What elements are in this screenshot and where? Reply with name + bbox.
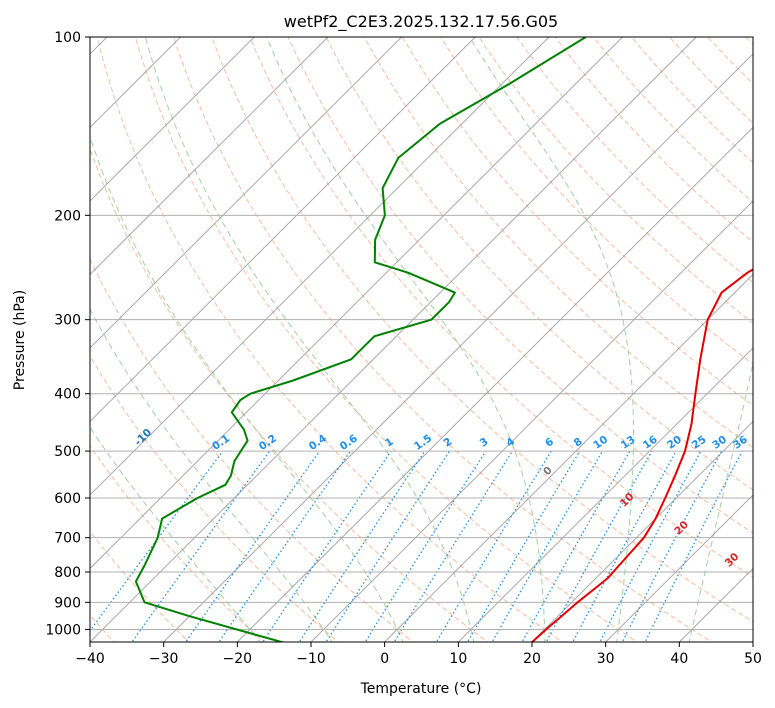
mixing-ratio-line [218, 450, 352, 642]
y-tick-label: 800 [54, 565, 81, 581]
isotherm-line [163, 53, 753, 642]
horizontal-grid [90, 37, 753, 630]
mixing-ratio-line [364, 450, 487, 642]
mixing-ratio-line [325, 450, 451, 642]
mixing-ratio-line [90, 450, 224, 632]
series-layer [134, 37, 753, 642]
isotherm-line [90, 37, 402, 349]
isotherm-line [90, 37, 476, 423]
chart-title: wetPf2_C2E3.2025.132.17.56.G05 [284, 12, 558, 32]
isotherm-line [605, 494, 753, 642]
dry-adiabat-line [554, 37, 753, 243]
isotherm-line [90, 37, 255, 202]
moist-adiabat-label: 40 [771, 585, 775, 604]
mixing-ratio-line [621, 450, 722, 642]
y-tick-label: 700 [54, 531, 81, 547]
mixing-ratio-line [262, 450, 392, 642]
dry-adiabat-line [90, 258, 414, 642]
y-tick-label: 1000 [45, 622, 81, 638]
dry-adiabat-line [211, 37, 753, 623]
isotherm-line [90, 37, 623, 570]
x-tick-label: 10 [449, 651, 467, 667]
isotherm-line [384, 273, 753, 642]
dry-adiabat-line [478, 37, 753, 324]
x-tick-label: −10 [296, 651, 326, 667]
mixing-ratio-line [393, 450, 513, 642]
y-tick-label: 600 [54, 491, 81, 507]
mixing-ratio-line [491, 450, 604, 642]
dry-adiabat-line [325, 37, 753, 491]
mixing-ratio-line [185, 450, 321, 642]
mixing-ratio-line [599, 450, 702, 642]
dry-adiabat-line [363, 37, 753, 448]
dry-adiabat-line [90, 147, 489, 642]
x-tick-label: 40 [670, 651, 688, 667]
isotherm-line [90, 37, 697, 642]
isotherm-line [310, 200, 753, 642]
y-tick-label: 400 [54, 387, 81, 403]
dry-adiabat-line [96, 37, 564, 642]
isotherm-line [752, 641, 753, 642]
x-tick-label: 30 [597, 651, 615, 667]
y-axis: 100 200 300 400 500 600 700 800 900 1000 [45, 30, 90, 638]
x-tick-label: 0 [380, 651, 389, 667]
dry-adiabat-line [630, 37, 753, 164]
x-tick-label: 20 [523, 651, 541, 667]
dry-adiabat-line [287, 37, 753, 534]
x-tick-label: −40 [75, 651, 105, 667]
mixing-ratio-line [298, 450, 426, 642]
dry-adiabat-line [173, 37, 713, 642]
dry-adiabat-line [90, 531, 190, 642]
x-tick-label: 50 [744, 651, 762, 667]
mixing-ratio-line [644, 450, 743, 642]
x-axis: −40 −30 −20 −10 0 10 20 30 40 50 [75, 642, 762, 667]
y-tick-label: 500 [54, 444, 81, 460]
plot-frame [89, 36, 754, 643]
mixing-ratio-line [131, 450, 271, 642]
y-tick-label: 300 [54, 313, 81, 329]
x-tick-label: −30 [149, 651, 179, 667]
y-tick-label: 200 [54, 208, 81, 224]
isotherm-line [90, 37, 550, 496]
mixing-ratio-line [466, 450, 581, 642]
isotherm-line [531, 420, 753, 642]
x-tick-label: −20 [223, 651, 253, 667]
isotherm-line [90, 37, 329, 276]
y-tick-label: 900 [54, 595, 81, 611]
dry-adiabat-line [249, 37, 753, 578]
x-axis-label: Temperature (°C) [360, 681, 482, 697]
temperature-profile [530, 268, 753, 642]
dry-adiabat-line [440, 37, 753, 365]
dry-adiabat-line [90, 445, 265, 642]
y-axis-label: Pressure (hPa) [12, 290, 28, 390]
dry-adiabat-line [134, 37, 638, 642]
y-tick-label: 100 [54, 30, 81, 46]
dewpoint-profile [134, 37, 587, 642]
mixing-ratio-line [572, 450, 677, 642]
isotherm-line [236, 126, 753, 642]
isotherm-line [457, 347, 753, 642]
